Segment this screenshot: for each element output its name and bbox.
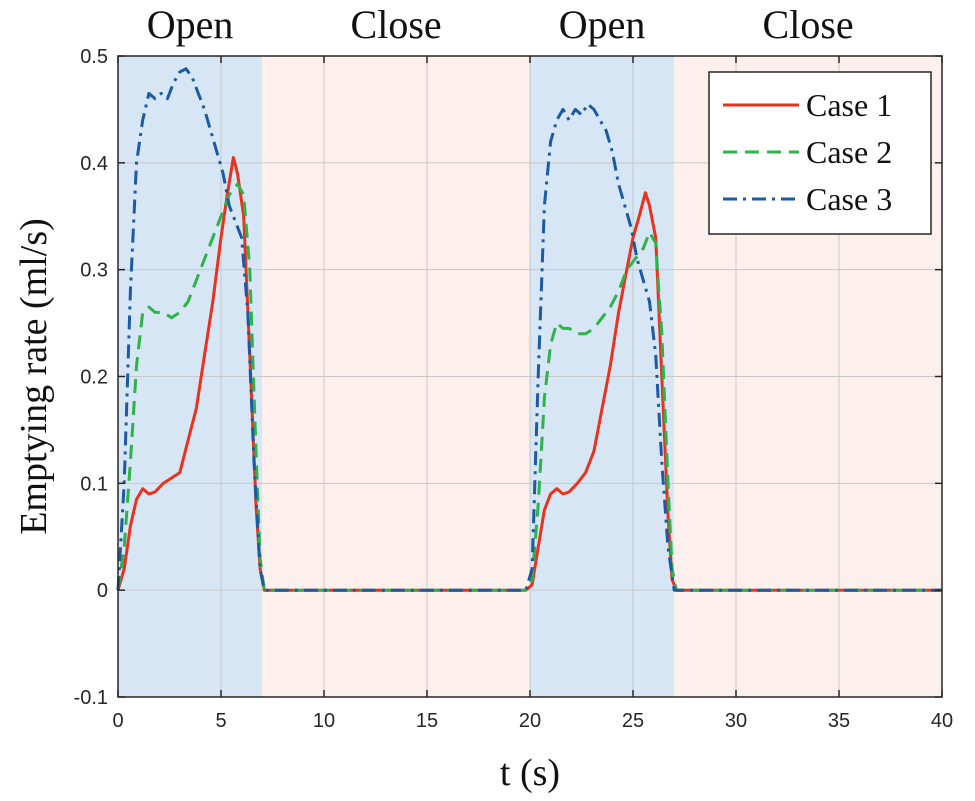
y-tick-label-1: 0	[97, 580, 108, 602]
y-tick-label-3: 0.2	[80, 367, 108, 389]
legend-label-case-1: Case 1	[806, 87, 892, 123]
legend: Case 1 Case 2 Case 3	[708, 71, 932, 235]
x-tick-label-2: 10	[313, 710, 335, 732]
series-line-case-1	[116, 156, 942, 592]
series-line-case-3	[116, 67, 942, 592]
axis-ticks: 0 5 10 15 20 25 30 35 40-0.100.10.20.30.40.5	[74, 46, 954, 732]
x-tick-label-5: 25	[622, 710, 644, 732]
phase-label-3: Open	[559, 2, 646, 47]
x-tick-label-6: 30	[725, 710, 747, 732]
y-tick-label-6: 0.5	[80, 46, 108, 68]
x-tick-label-4: 20	[519, 710, 541, 732]
legend-label-case-2: Case 2	[806, 134, 892, 170]
phase-label-2: Close	[351, 2, 442, 47]
y-tick-label-4: 0.3	[80, 260, 108, 282]
x-tick-label-1: 5	[215, 710, 226, 732]
x-tick-label-3: 15	[416, 710, 438, 732]
x-axis-label: t (s)	[500, 752, 560, 794]
series-lines	[116, 67, 942, 592]
y-axis-label: Emptying rate (ml/s)	[13, 218, 55, 535]
x-tick-label-7: 35	[828, 710, 850, 732]
y-tick-label-0: -0.1	[74, 687, 108, 709]
phase-labels: Open Close Open Close	[147, 2, 854, 47]
phase-label-1: Open	[147, 2, 234, 47]
x-tick-label-0: 0	[112, 710, 123, 732]
y-tick-label-2: 0.1	[80, 473, 108, 495]
y-tick-label-5: 0.4	[80, 153, 108, 175]
phase-label-4: Close	[763, 2, 854, 47]
x-tick-label-8: 40	[931, 710, 953, 732]
legend-label-case-3: Case 3	[806, 181, 892, 217]
